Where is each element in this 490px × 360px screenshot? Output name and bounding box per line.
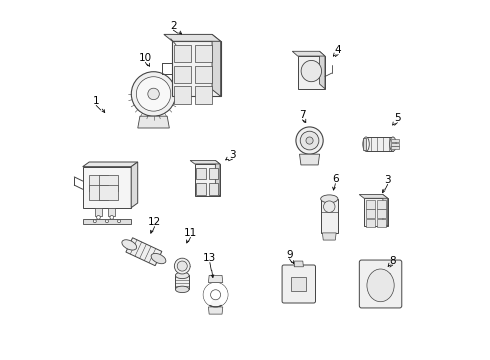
FancyBboxPatch shape xyxy=(282,265,316,303)
Text: 8: 8 xyxy=(390,256,396,266)
Ellipse shape xyxy=(122,240,137,250)
Polygon shape xyxy=(208,307,223,314)
Polygon shape xyxy=(319,51,325,89)
Polygon shape xyxy=(216,161,220,196)
Text: 12: 12 xyxy=(148,217,161,227)
Text: 4: 4 xyxy=(335,45,342,55)
Polygon shape xyxy=(366,210,375,218)
Circle shape xyxy=(93,220,97,223)
FancyBboxPatch shape xyxy=(359,260,402,308)
Ellipse shape xyxy=(363,137,369,151)
Ellipse shape xyxy=(175,272,189,279)
Polygon shape xyxy=(377,210,386,218)
Circle shape xyxy=(105,220,108,223)
Polygon shape xyxy=(366,200,375,209)
Circle shape xyxy=(110,216,114,219)
Text: 10: 10 xyxy=(139,53,152,63)
Circle shape xyxy=(300,131,319,150)
Polygon shape xyxy=(99,185,118,200)
Polygon shape xyxy=(190,161,220,164)
Polygon shape xyxy=(83,219,131,224)
Text: 1: 1 xyxy=(93,96,99,106)
Text: 3: 3 xyxy=(385,175,391,185)
Text: 3: 3 xyxy=(229,150,236,160)
Circle shape xyxy=(177,261,187,271)
Polygon shape xyxy=(322,233,336,240)
Polygon shape xyxy=(173,45,191,62)
Ellipse shape xyxy=(367,269,394,302)
Polygon shape xyxy=(126,238,162,266)
Polygon shape xyxy=(173,86,191,104)
Circle shape xyxy=(211,290,220,300)
Circle shape xyxy=(136,77,171,111)
Text: 5: 5 xyxy=(394,113,401,123)
Polygon shape xyxy=(366,137,393,151)
Polygon shape xyxy=(164,35,220,41)
Polygon shape xyxy=(391,146,399,149)
Polygon shape xyxy=(90,185,108,200)
Polygon shape xyxy=(83,162,138,167)
Ellipse shape xyxy=(301,60,321,82)
Text: 7: 7 xyxy=(299,111,306,121)
Text: 6: 6 xyxy=(332,174,339,184)
Circle shape xyxy=(174,258,190,274)
Text: 2: 2 xyxy=(170,21,176,31)
Polygon shape xyxy=(196,66,212,83)
Polygon shape xyxy=(83,167,131,208)
Polygon shape xyxy=(391,139,399,142)
Circle shape xyxy=(323,201,335,212)
Text: 11: 11 xyxy=(184,228,197,238)
Polygon shape xyxy=(364,198,388,226)
Circle shape xyxy=(306,137,313,144)
Polygon shape xyxy=(196,45,212,62)
Polygon shape xyxy=(138,116,170,128)
Circle shape xyxy=(203,283,228,307)
Wedge shape xyxy=(203,283,228,305)
Ellipse shape xyxy=(151,253,166,264)
Polygon shape xyxy=(383,194,388,226)
Ellipse shape xyxy=(390,137,396,151)
Polygon shape xyxy=(209,168,218,179)
Polygon shape xyxy=(294,261,303,267)
Polygon shape xyxy=(172,41,220,96)
Polygon shape xyxy=(359,194,388,198)
Polygon shape xyxy=(298,56,325,89)
Polygon shape xyxy=(377,219,386,227)
Polygon shape xyxy=(108,208,115,216)
Polygon shape xyxy=(366,219,375,227)
Polygon shape xyxy=(377,200,386,209)
Polygon shape xyxy=(95,208,102,216)
Polygon shape xyxy=(195,164,220,196)
Bar xyxy=(292,277,306,291)
Circle shape xyxy=(131,72,176,116)
Circle shape xyxy=(296,127,323,154)
Circle shape xyxy=(148,88,159,100)
Polygon shape xyxy=(175,275,189,289)
Polygon shape xyxy=(209,183,218,195)
Polygon shape xyxy=(196,168,206,179)
Circle shape xyxy=(97,216,100,219)
Polygon shape xyxy=(196,86,212,104)
Polygon shape xyxy=(90,175,108,191)
Polygon shape xyxy=(363,138,366,150)
Polygon shape xyxy=(196,183,206,195)
Text: 9: 9 xyxy=(286,249,293,260)
Polygon shape xyxy=(299,154,319,165)
Text: 13: 13 xyxy=(203,253,217,263)
Polygon shape xyxy=(173,66,191,83)
Polygon shape xyxy=(208,275,223,283)
Ellipse shape xyxy=(175,286,189,293)
Polygon shape xyxy=(212,35,220,96)
Circle shape xyxy=(118,220,121,223)
Polygon shape xyxy=(99,175,118,191)
Ellipse shape xyxy=(320,195,338,203)
Polygon shape xyxy=(292,51,325,56)
Polygon shape xyxy=(391,143,399,145)
Polygon shape xyxy=(320,199,338,233)
Polygon shape xyxy=(131,162,138,208)
